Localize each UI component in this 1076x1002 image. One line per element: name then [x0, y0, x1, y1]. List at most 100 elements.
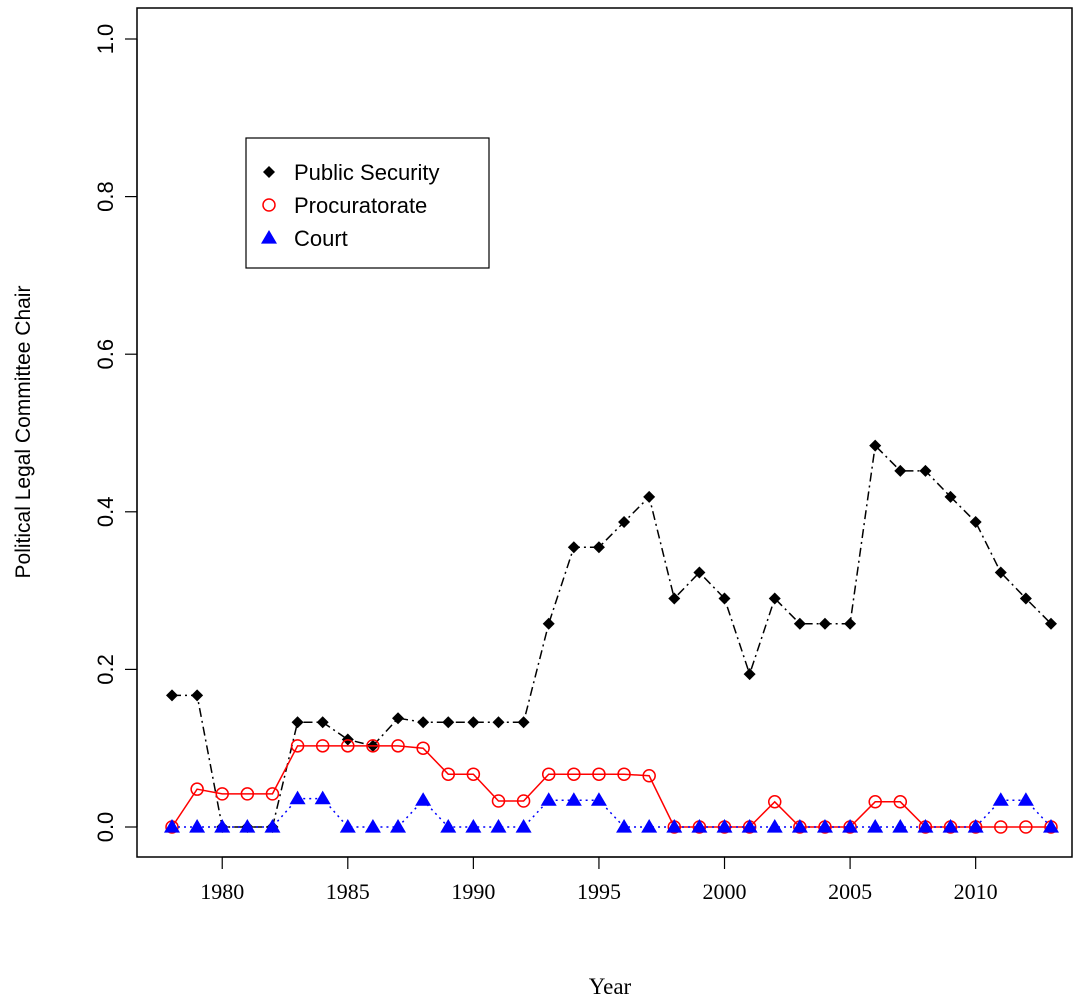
data-point-public-security — [643, 490, 656, 503]
data-point-court — [440, 819, 457, 833]
data-point-court — [415, 792, 432, 806]
data-point-public-security — [417, 716, 430, 729]
data-point-public-security — [542, 617, 555, 630]
data-point-public-security — [869, 439, 882, 452]
y-tick-label: 0.8 — [93, 181, 118, 212]
data-point-procuratorate — [190, 782, 204, 796]
legend: Public Security Procuratorate Court — [245, 137, 490, 269]
data-point-court — [540, 792, 557, 806]
data-point-court — [164, 819, 180, 833]
data-point-public-security — [969, 516, 982, 529]
data-point-public-security — [492, 716, 505, 729]
data-point-court — [992, 792, 1009, 806]
x-tick-label: 1995 — [577, 879, 621, 904]
data-point-public-security — [919, 464, 932, 477]
data-point-court — [616, 819, 633, 833]
data-point-procuratorate — [642, 769, 656, 783]
data-point-court — [390, 819, 407, 833]
data-point-public-security — [844, 617, 857, 630]
data-point-court — [490, 819, 507, 833]
data-point-court — [465, 819, 482, 833]
data-point-public-security — [668, 592, 681, 605]
x-axis-label: Year — [589, 974, 632, 999]
data-point-procuratorate — [441, 767, 456, 781]
legend-marker-public-security — [263, 166, 275, 178]
data-point-procuratorate — [290, 739, 305, 753]
data-point-court — [1043, 819, 1059, 833]
data-point-court — [264, 819, 281, 833]
x-tick-label: 2005 — [828, 879, 872, 904]
legend-label-procuratorate: Procuratorate — [294, 193, 427, 218]
data-point-court — [691, 819, 708, 833]
data-point-public-security — [618, 516, 631, 529]
series-public-security — [166, 439, 1057, 833]
data-point-public-security — [1045, 617, 1057, 630]
x-tick-label: 1980 — [200, 879, 244, 904]
data-point-procuratorate — [341, 739, 355, 753]
data-point-court — [666, 819, 683, 833]
data-point-public-security — [743, 668, 756, 681]
data-point-procuratorate — [265, 787, 280, 801]
legend-label-court: Court — [294, 226, 348, 251]
data-point-public-security — [818, 617, 831, 630]
data-point-public-security — [718, 592, 731, 605]
data-point-court — [590, 792, 607, 806]
y-tick-label: 0.2 — [93, 654, 118, 685]
data-point-court — [189, 819, 206, 833]
data-point-public-security — [392, 712, 405, 725]
data-point-public-security — [793, 617, 806, 630]
legend-marker-procuratorate — [262, 198, 276, 212]
data-point-procuratorate — [994, 820, 1008, 834]
data-point-public-security — [567, 541, 580, 554]
legend-label-public-security: Public Security — [294, 160, 440, 185]
data-point-court — [791, 819, 808, 833]
data-point-court — [867, 819, 884, 833]
data-point-court — [842, 819, 859, 833]
data-point-public-security — [166, 689, 178, 702]
data-point-procuratorate — [592, 767, 606, 781]
series-line-procuratorate — [171, 745, 1051, 828]
series-layer — [164, 439, 1059, 834]
data-point-procuratorate — [1019, 820, 1033, 834]
data-point-procuratorate — [617, 767, 631, 781]
data-point-public-security — [768, 592, 781, 605]
data-point-public-security — [944, 490, 957, 503]
data-point-public-security — [442, 716, 455, 729]
data-point-public-security — [467, 716, 480, 729]
data-point-court — [364, 819, 381, 833]
data-point-public-security — [316, 716, 329, 729]
y-tick-label: 1.0 — [93, 24, 118, 55]
data-point-court — [214, 819, 231, 833]
data-point-procuratorate — [767, 795, 782, 809]
data-point-public-security — [191, 689, 204, 702]
data-point-procuratorate — [315, 739, 330, 753]
data-point-court — [239, 819, 256, 833]
data-point-court — [716, 819, 733, 833]
y-tick-label: 0.4 — [93, 497, 118, 528]
data-point-procuratorate — [491, 794, 506, 808]
data-point-court — [741, 819, 758, 833]
data-point-court — [339, 819, 356, 833]
x-tick-label: 1990 — [451, 879, 495, 904]
data-point-public-security — [994, 566, 1007, 579]
data-point-public-security — [693, 566, 706, 579]
y-tick-label: 0.0 — [93, 812, 118, 843]
data-point-court — [917, 819, 934, 833]
data-point-procuratorate — [416, 741, 430, 755]
y-axis: 0.0 0.2 0.4 0.6 0.8 1.0 — [93, 24, 138, 843]
series-procuratorate — [165, 739, 1058, 834]
x-tick-label: 2000 — [703, 879, 747, 904]
data-point-procuratorate — [215, 787, 229, 801]
data-point-court — [1017, 792, 1034, 806]
data-point-public-security — [517, 716, 530, 729]
data-point-procuratorate — [516, 794, 531, 808]
data-point-procuratorate — [391, 739, 405, 753]
data-point-public-security — [1019, 592, 1032, 605]
data-point-procuratorate — [466, 767, 481, 781]
data-point-procuratorate — [541, 767, 556, 781]
legend-marker-court — [261, 230, 277, 244]
data-point-court — [892, 819, 909, 833]
legend-box — [245, 137, 490, 269]
data-point-public-security — [894, 464, 907, 477]
data-point-public-security — [291, 716, 304, 729]
